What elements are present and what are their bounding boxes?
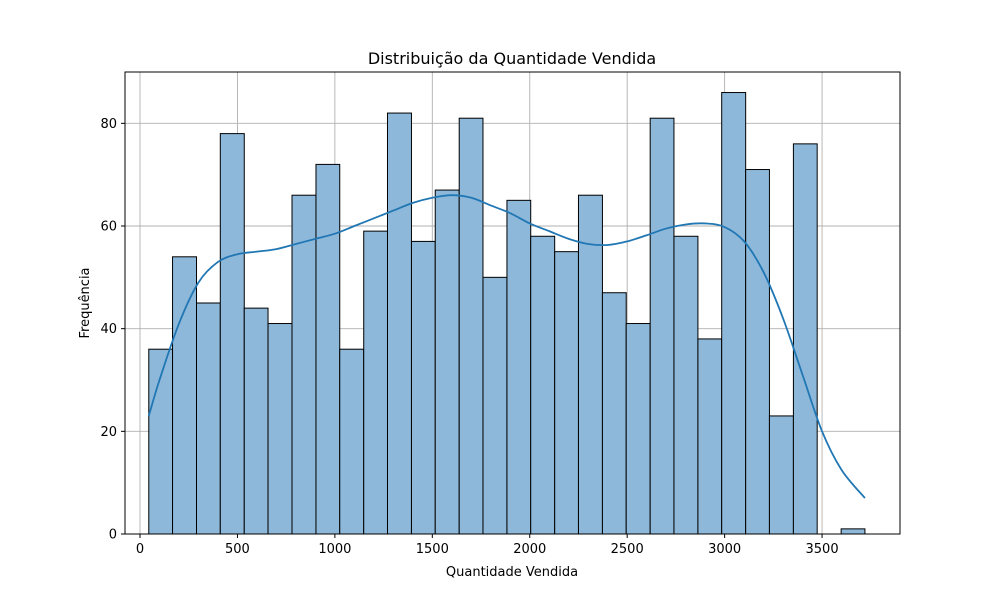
histogram-bar: [243, 307, 269, 535]
y-tick-label: 0: [109, 528, 117, 543]
x-tick-label: 1000: [318, 542, 351, 557]
histogram-bar: [625, 323, 651, 535]
histogram-bar: [434, 189, 460, 535]
histogram-bars: [148, 92, 866, 535]
x-tick-label: 0: [136, 542, 144, 557]
histogram-bar: [196, 302, 221, 535]
histogram-bar: [577, 194, 603, 535]
histogram-bar: [792, 143, 818, 535]
histogram-bar: [315, 163, 341, 535]
x-tick-label: 3500: [806, 542, 839, 557]
x-tick-label: 500: [225, 542, 250, 557]
chart-title: Distribuição da Quantidade Vendida: [368, 49, 656, 68]
histogram-bar: [458, 117, 484, 535]
histogram-bar: [410, 240, 436, 535]
x-tick-label: 2000: [513, 542, 546, 557]
x-axis-label: Quantidade Vendida: [446, 565, 578, 580]
histogram-bar: [482, 276, 508, 535]
x-tick-label: 2500: [611, 542, 644, 557]
histogram-bar: [386, 112, 412, 535]
histogram-bar: [291, 194, 317, 535]
histogram-bar: [530, 235, 556, 535]
histogram-bar: [721, 92, 747, 535]
plot-frame: [124, 71, 901, 535]
x-tick-label: 3000: [708, 542, 741, 557]
histogram-bar: [601, 292, 627, 535]
histogram-bar: [506, 199, 532, 535]
y-axis-label: Frequência: [78, 267, 93, 338]
y-tick-label: 60: [100, 220, 117, 235]
histogram-bar: [745, 169, 770, 535]
histogram-bar: [768, 415, 794, 535]
histogram-bar: [554, 251, 579, 535]
histogram-bar: [219, 133, 245, 535]
x-axis-ticks: 0 500 1000 1500 2000 2500 3000 3500: [136, 534, 839, 557]
y-axis-ticks: 0 20 40 60 80: [100, 117, 125, 543]
histogram-bar: [267, 323, 293, 535]
histogram-bar: [172, 256, 198, 535]
y-tick-label: 40: [100, 322, 117, 337]
y-tick-label: 20: [100, 425, 117, 440]
histogram-bar: [697, 338, 723, 535]
histogram-bar: [840, 528, 866, 535]
histogram-bar: [363, 230, 388, 535]
histogram-bar: [673, 235, 699, 535]
histogram-bar: [339, 348, 365, 535]
kde-curve: [147, 194, 866, 499]
histogram-bar: [649, 117, 675, 535]
x-tick-label: 1500: [416, 542, 449, 557]
y-tick-label: 80: [100, 117, 117, 132]
